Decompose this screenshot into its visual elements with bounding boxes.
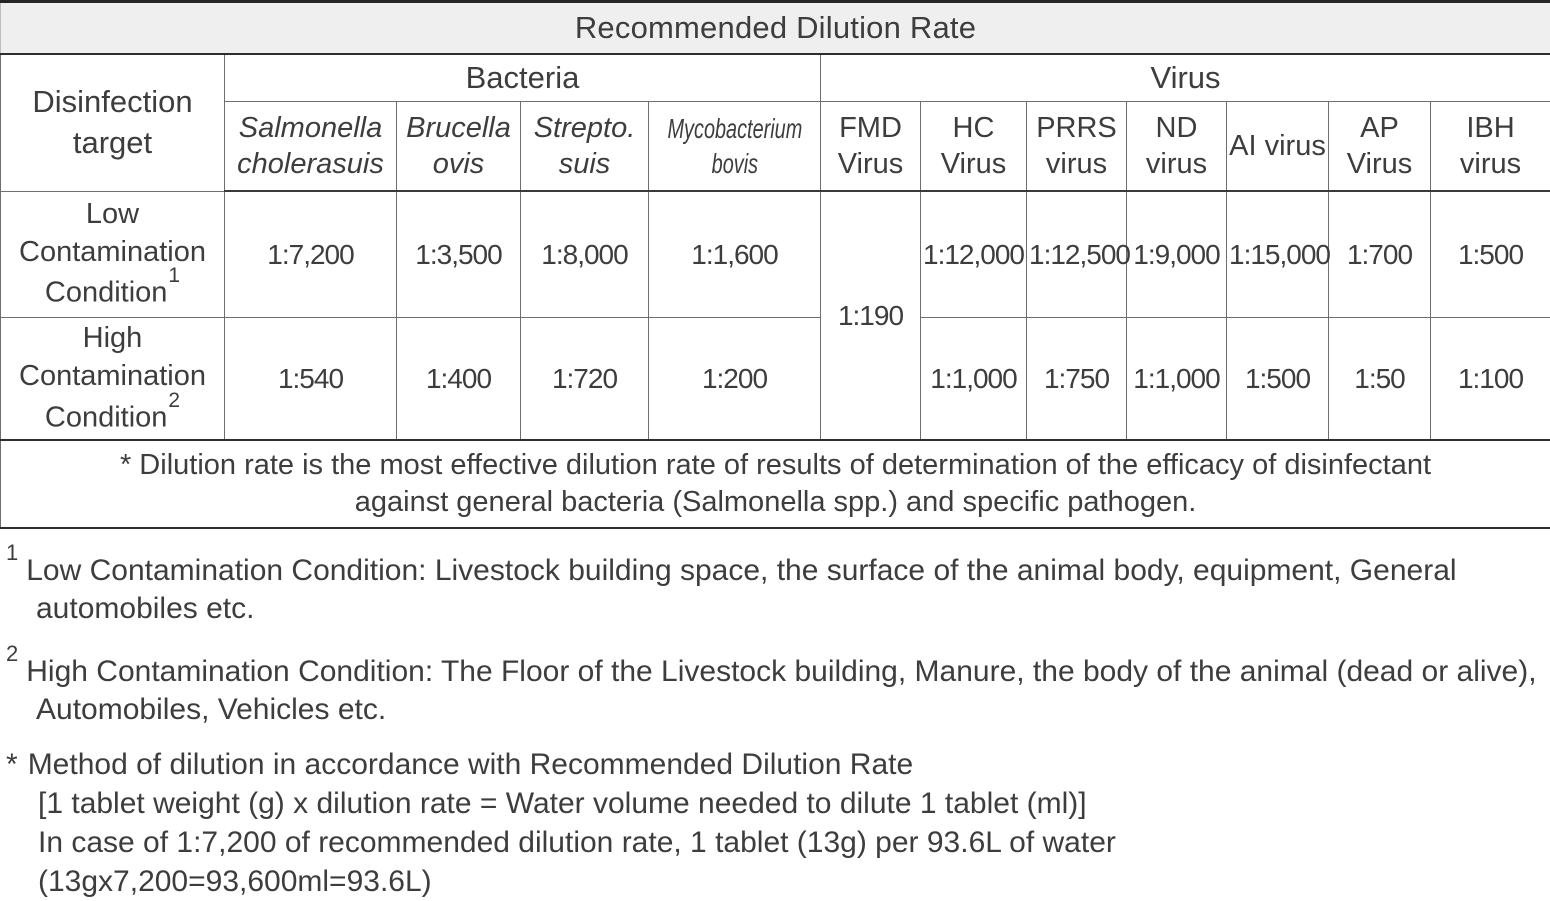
dilution-cell-low-hc: 1:12,000	[921, 191, 1027, 318]
column-header-row: Salmonella cholerasuis Brucella ovis Str…	[1, 102, 1550, 192]
footnote-ref-1: 1	[168, 264, 180, 287]
dilution-cell-low-ap: 1:700	[1329, 191, 1431, 318]
footnote-text-1: Low Contamination Condition: Livestock b…	[26, 554, 1456, 625]
column-header-ai-virus: AI virus	[1227, 102, 1329, 192]
dilution-cell-high-ai: 1:500	[1227, 318, 1329, 441]
column-header-salmonella: Salmonella cholerasuis	[225, 102, 397, 192]
dilution-cell-low-brucella: 1:3,500	[397, 191, 521, 318]
table-note-line-2: against general bacteria (Salmonella spp…	[3, 484, 1548, 521]
dilution-cell-low-mycobacterium: 1:1,600	[649, 191, 821, 318]
dilution-cell-high-nd: 1:1,000	[1127, 318, 1227, 441]
dilution-cell-low-salmonella: 1:7,200	[225, 191, 397, 318]
dilution-cell-low-strepto: 1:8,000	[521, 191, 649, 318]
column-header-brucella: Brucella ovis	[397, 102, 521, 192]
dilution-cell-high-brucella: 1:400	[397, 318, 521, 441]
group-header-bacteria: Bacteria	[225, 54, 821, 102]
table-row-high-contamination: High Contamination Condition2 1:540 1:40…	[1, 318, 1550, 441]
footnote-marker-1: 1	[6, 540, 18, 565]
table-note-line-1: * Dilution rate is the most effective di…	[3, 447, 1548, 484]
method-note-title: Method of dilution in accordance with Re…	[28, 748, 913, 781]
method-note-calculation: (13gx7,200=93,600ml=93.6L)	[6, 862, 1542, 901]
footnote-ref-2: 2	[168, 389, 180, 412]
table-note-row: * Dilution rate is the most effective di…	[1, 440, 1550, 528]
dilution-cell-low-ai: 1:15,000	[1227, 191, 1329, 318]
method-of-dilution-note: * Method of dilution in accordance with R…	[6, 745, 1542, 901]
dilution-rate-table: Recommended Dilution Rate Disinfection t…	[0, 0, 1550, 529]
group-header-virus: Virus	[821, 54, 1550, 102]
row-label-low-contamination: Low Contamination Condition1	[1, 191, 225, 318]
method-note-title-line: * Method of dilution in accordance with R…	[6, 745, 1542, 784]
dilution-cell-high-salmonella: 1:540	[225, 318, 397, 441]
dilution-cell-fmd-merged: 1:190	[821, 191, 921, 440]
column-header-mycobacterium: Mycobacterium bovis	[649, 102, 821, 192]
footnote-text-2: High Contamination Condition: The Floor …	[26, 655, 1536, 726]
footnote-low-contamination: 1 Low Contamination Condition: Livestock …	[6, 543, 1542, 628]
column-header-ibh-virus: IBH virus	[1431, 102, 1550, 192]
dilution-cell-low-ibh: 1:500	[1431, 191, 1550, 318]
dilution-cell-high-ibh: 1:100	[1431, 318, 1550, 441]
dilution-cell-low-prrs: 1:12,500	[1027, 191, 1127, 318]
table-title-row: Recommended Dilution Rate	[1, 2, 1550, 55]
group-header-row: Disinfection target Bacteria Virus	[1, 54, 1550, 102]
table-note: * Dilution rate is the most effective di…	[1, 440, 1550, 528]
method-note-example: In case of 1:7,200 of recommended diluti…	[6, 823, 1542, 862]
dilution-cell-low-nd: 1:9,000	[1127, 191, 1227, 318]
corner-header-disinfection-target: Disinfection target	[1, 54, 225, 191]
footnote-high-contamination: 2 High Contamination Condition: The Floor…	[6, 644, 1542, 729]
row-label-high-contamination: High Contamination Condition2	[1, 318, 225, 441]
footnotes-section: 1 Low Contamination Condition: Livestock …	[0, 529, 1550, 901]
dilution-cell-high-prrs: 1:750	[1027, 318, 1127, 441]
column-header-strepto: Strepto. suis	[521, 102, 649, 192]
table-title: Recommended Dilution Rate	[1, 2, 1550, 55]
column-header-hc-virus: HC Virus	[921, 102, 1027, 192]
column-header-nd-virus: ND virus	[1127, 102, 1227, 192]
table-row-low-contamination: Low Contamination Condition1 1:7,200 1:3…	[1, 191, 1550, 318]
dilution-cell-high-mycobacterium: 1:200	[649, 318, 821, 441]
column-header-prrs-virus: PRRS virus	[1027, 102, 1127, 192]
asterisk-marker: *	[6, 748, 18, 781]
dilution-cell-high-ap: 1:50	[1329, 318, 1431, 441]
dilution-cell-high-strepto: 1:720	[521, 318, 649, 441]
column-header-ap-virus: AP Virus	[1329, 102, 1431, 192]
method-note-formula: [1 tablet weight (g) x dilution rate = W…	[6, 784, 1542, 823]
dilution-cell-high-hc: 1:1,000	[921, 318, 1027, 441]
column-header-fmd-virus: FMD Virus	[821, 102, 921, 192]
footnote-marker-2: 2	[6, 641, 18, 666]
